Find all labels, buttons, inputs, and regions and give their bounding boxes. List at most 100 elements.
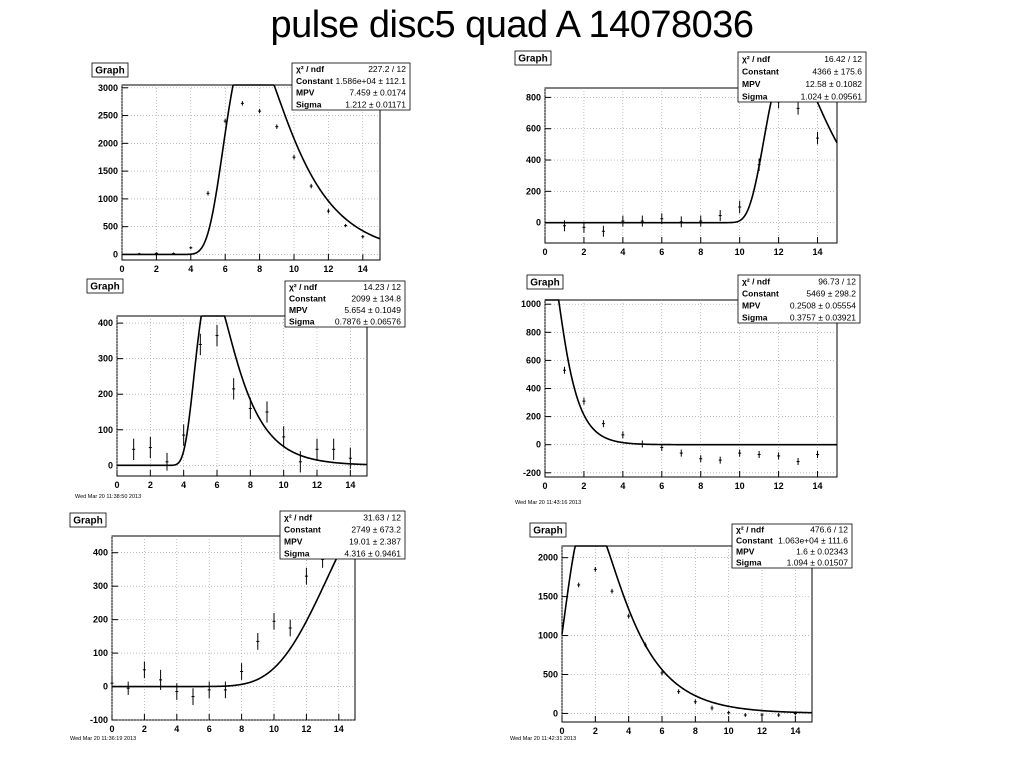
stats-name: χ² / ndf [296,64,324,74]
x-tick-label: 6 [659,481,664,491]
slide-title: pulse disc5 quad A 14078036 [270,4,754,46]
y-tick-label: 2000 [98,138,118,148]
x-tick-label: 14 [334,724,344,734]
timestamp-label: Wed Mar 20 11:38:50 2013 [75,494,141,500]
x-tick-label: 10 [289,264,299,274]
x-tick-label: 8 [698,481,703,491]
y-tick-label: 200 [526,412,541,422]
x-tick-label: 14 [813,481,823,491]
fit-curve-line [117,315,368,467]
plot-frame [116,315,368,477]
graph-label-text: Graph [90,282,119,293]
x-tick-label: 10 [279,480,289,490]
y-tick-label: 100 [93,648,108,658]
y-tick-label: 1000 [521,299,541,309]
x-tick-label: 6 [214,480,219,490]
x-tick-label: 0 [119,264,124,274]
stats-box-frame [731,523,853,569]
x-tick-label: 0 [114,480,119,490]
x-tick-label: 0 [559,726,564,736]
graph-label-text: Graph [73,516,102,527]
x-tick-label: 0 [542,247,547,257]
x-tick-label: 4 [626,726,631,736]
y-tick-label: 1000 [98,194,118,204]
graph-label-text: Graph [95,66,124,77]
stats-box: χ² / ndf 476.6 / 12 Constant 1.063e+04 ± 11… [731,523,853,569]
y-tick-label: 0 [103,682,108,692]
y-tick-label: 0 [536,440,541,450]
timestamp-label: Wed Mar 20 11:36:19 2013 [70,736,136,742]
stats-box-frame [279,510,406,560]
graph-label-text: Graph [533,526,562,537]
plot-frame [561,545,813,723]
y-tick-label: 800 [526,327,541,337]
y-tick-label: 0 [113,249,118,259]
stats-value: 0.7876 ± 0.06576 [335,316,401,326]
stats-name: MPV [736,547,755,557]
y-tick-label: 100 [98,425,113,435]
x-tick-label: 4 [620,481,625,491]
x-tick-label: 4 [174,724,179,734]
stats-value: 4.316 ± 0.9461 [344,548,401,558]
plot-frame [544,87,838,244]
graph-panel-1: 0 2 4 6 8 10 12 14 0 500 1000 1500 2000 2500 3000 Graph… [91,62,411,274]
stats-name: Constant [742,288,779,298]
stats-name: Constant [284,524,321,534]
x-tick-label: 14 [358,264,368,274]
y-tick-label: 0 [108,460,113,470]
x-tick-label: 6 [659,247,664,257]
x-tick-label: 8 [693,726,698,736]
y-tick-label: -100 [90,715,108,725]
stats-value: 5.654 ± 0.1049 [344,305,401,315]
x-tick-label: 10 [269,724,279,734]
x-tick-label: 4 [620,247,625,257]
y-tick-label: 300 [93,581,108,591]
y-tick-label: 600 [526,124,541,134]
stats-name: Constant [736,536,773,546]
graph-label-box [91,62,129,78]
x-tick-label: 12 [301,724,311,734]
stats-value: 1.586e+04 ± 112.1 [336,76,407,86]
graph-panel-2: 0 2 4 6 8 10 12 14 0 200 400 600 800 Graph χ² / ndf 16.… [514,50,867,257]
y-tick-label: -200 [523,468,541,478]
stats-name: Constant [296,76,333,86]
stats-value: 31.63 / 12 [363,512,401,522]
x-tick-label: 0 [109,724,114,734]
y-tick-label: 800 [526,92,541,102]
timestamp-label: Wed Mar 20 11:42:31 2013 [510,736,576,742]
stats-box-frame [284,280,406,328]
x-tick-label: 8 [239,724,244,734]
y-tick-label: 600 [526,355,541,365]
y-tick-label: 200 [526,186,541,196]
x-tick-label: 6 [223,264,228,274]
stats-value: 2099 ± 134.8 [351,293,401,303]
stats-value: 1.094 ± 0.01507 [787,558,849,568]
y-tick-label: 1500 [98,166,118,176]
stats-name: Sigma [289,316,315,326]
stats-name: MPV [289,305,308,315]
stats-box: χ² / ndf 96.73 / 12 Constant 5469 ± 298.2 MP… [737,274,861,324]
stats-name: χ² / ndf [742,54,770,64]
stats-box-frame [291,62,411,111]
stats-value: 7.459 ± 0.0174 [349,88,406,98]
x-tick-label: 2 [581,481,586,491]
stats-name: MPV [742,300,761,310]
stats-box: χ² / ndf 14.23 / 12 Constant 2099 ± 134.8 MP… [284,280,406,328]
y-tick-label: 200 [98,389,113,399]
x-tick-label: 10 [724,726,734,736]
y-tick-label: 400 [98,318,113,328]
stats-value: 227.2 / 12 [368,64,406,74]
stats-name: Sigma [736,558,762,568]
stats-name: χ² / ndf [736,525,764,535]
stats-name: χ² / ndf [742,276,770,286]
stats-name: MPV [284,536,303,546]
graph-label: Graph [526,274,564,290]
stats-value: 1.063e+04 ± 111.6 [778,536,848,546]
stats-name: Sigma [742,312,768,322]
x-tick-label: 6 [659,726,664,736]
graph-label-text: Graph [518,54,547,65]
stats-value: 96.73 / 12 [818,276,856,286]
y-tick-label: 1500 [538,592,558,602]
stats-value: 1.024 ± 0.09561 [801,91,863,101]
